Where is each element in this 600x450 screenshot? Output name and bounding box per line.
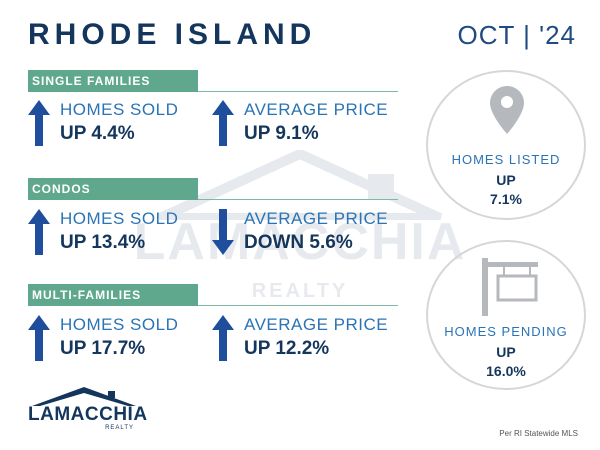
homes-listed-value: 7.1% xyxy=(490,191,522,207)
stat-value: UP 13.4% xyxy=(60,232,146,253)
stat-value: UP 12.2% xyxy=(244,338,330,359)
logo-subtext: REALTY xyxy=(105,425,134,431)
stat-value: UP 9.1% xyxy=(244,123,319,144)
arrow-up-icon xyxy=(212,100,234,146)
homes-pending-label: HOMES PENDING xyxy=(444,324,568,339)
homes-listed-label: HOMES LISTED xyxy=(451,152,561,167)
stat-label: HOMES SOLD xyxy=(60,100,179,119)
logo-roof-icon xyxy=(32,387,136,406)
logo-text: LAMACCHIA xyxy=(28,404,148,425)
arrow-up-icon xyxy=(28,100,50,146)
stat-value: UP 17.7% xyxy=(60,338,146,359)
homes-pending-value: 16.0% xyxy=(486,363,526,379)
homes-pending-card: HOMES PENDING UP 16.0% xyxy=(426,240,586,390)
sale-sign-icon xyxy=(482,258,538,316)
report-date: OCT | '24 xyxy=(457,20,576,50)
section-multi-families: MULTI-FAMILIES xyxy=(28,284,398,306)
section-header: SINGLE FAMILIES xyxy=(28,70,198,92)
arrow-down-icon xyxy=(212,209,234,255)
map-pin-icon xyxy=(490,86,524,134)
arrow-up-icon xyxy=(28,209,50,255)
source-note: Per RI Statewide MLS xyxy=(499,429,578,438)
section-single-families: SINGLE FAMILIES xyxy=(28,70,398,92)
stat-label: HOMES SOLD xyxy=(60,209,179,228)
section-divider xyxy=(198,91,398,92)
stat-label: HOMES SOLD xyxy=(60,315,179,334)
homes-listed-card: HOMES LISTED UP 7.1% xyxy=(426,70,586,220)
stat-label: AVERAGE PRICE xyxy=(244,315,389,334)
section-header: CONDOS xyxy=(28,178,198,200)
homes-pending-direction: UP xyxy=(496,344,516,360)
stat-value: UP 4.4% xyxy=(60,123,135,144)
section-header: MULTI-FAMILIES xyxy=(28,284,198,306)
section-condos: CONDOS xyxy=(28,178,398,200)
stat-label: AVERAGE PRICE xyxy=(244,100,389,119)
page-title: RHODE ISLAND xyxy=(28,18,317,51)
section-divider xyxy=(198,199,398,200)
homes-listed-direction: UP xyxy=(496,172,516,188)
lamacchia-logo: LAMACCHIA REALTY xyxy=(28,386,148,434)
arrow-up-icon xyxy=(28,315,50,361)
arrow-up-icon xyxy=(212,315,234,361)
section-divider xyxy=(198,305,398,306)
stat-label: AVERAGE PRICE xyxy=(244,209,389,228)
stat-value: DOWN 5.6% xyxy=(244,232,353,253)
